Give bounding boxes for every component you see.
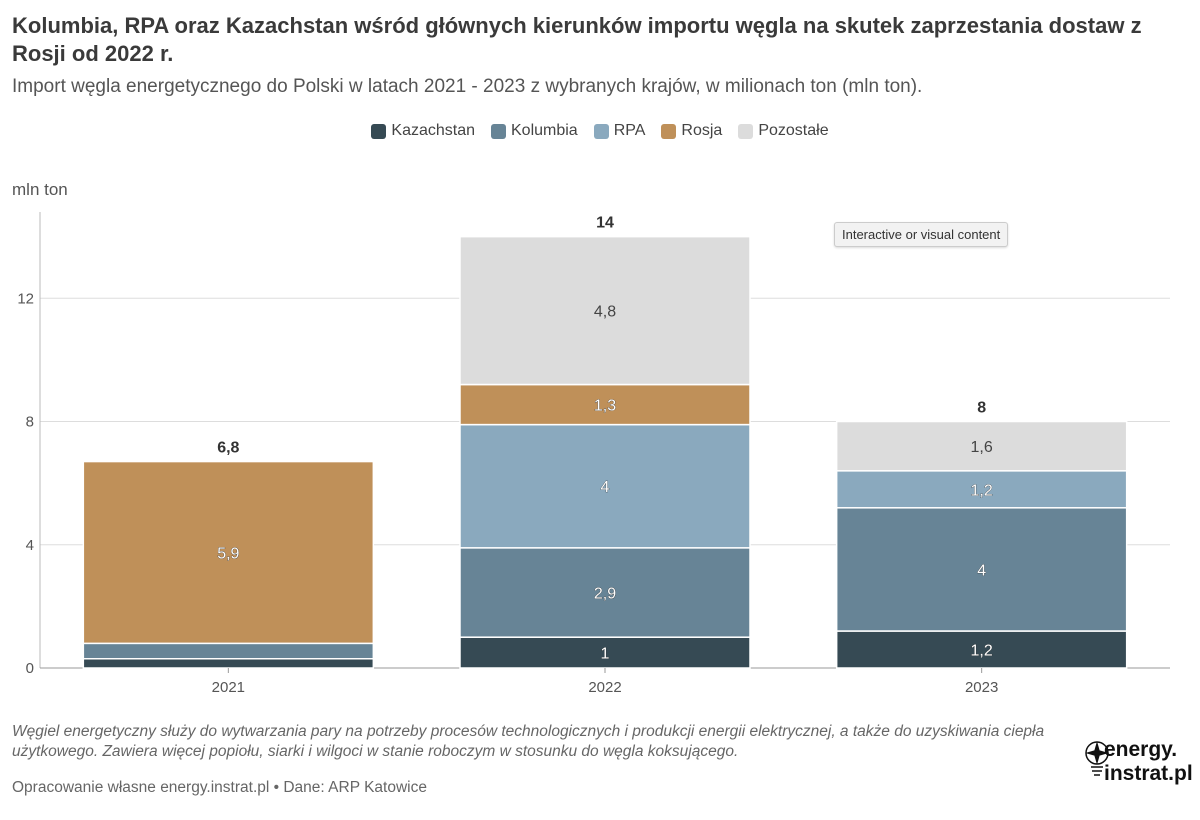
legend-item-rpa[interactable]: RPA — [593, 122, 646, 140]
total-label: 8 — [977, 400, 986, 417]
legend-item-kolumbia[interactable]: Kolumbia — [491, 122, 578, 140]
legend-swatch — [593, 123, 609, 139]
data-label: 1,6 — [971, 439, 993, 456]
data-label: 1 — [601, 646, 610, 663]
legend-item-rosja[interactable]: Rosja — [661, 122, 722, 140]
logo-text: energy. instrat.pl — [1104, 738, 1193, 786]
x-tick-label: 2023 — [965, 679, 998, 696]
data-label: 2,9 — [594, 586, 616, 603]
interactive-content-tooltip: Interactive or visual content — [834, 222, 1009, 247]
logo-line-1: energy. — [1104, 738, 1178, 761]
data-label: 1,2 — [971, 643, 993, 660]
bar-segment-kazachstan-2023 — [835, 630, 1128, 669]
y-axis-unit-label: mln ton — [12, 180, 68, 199]
bar-segment-kolumbia-2023 — [835, 507, 1128, 632]
bar-segment-kolumbia-2021 — [82, 642, 375, 660]
y-tick-label: 4 — [26, 537, 34, 554]
legend-item-pozostałe[interactable]: Pozostałe — [738, 122, 829, 140]
instrat-logo-icon — [1085, 741, 1109, 776]
x-tick-label: 2021 — [212, 679, 245, 696]
data-label: 5,9 — [217, 545, 239, 562]
chart-svg: 0 4 8 12 5,9 6,8 2021 1 2,9 4 1,3 4,8 14 2022 1,2 4 1,2 1… — [17, 212, 1170, 696]
bar-segment-kazachstan-2022 — [459, 636, 751, 669]
y-tick-label: 12 — [17, 290, 34, 307]
legend-label: Pozostałe — [758, 122, 829, 139]
legend-swatch — [738, 123, 754, 139]
legend-label: Kolumbia — [511, 122, 578, 139]
logo-line-2: instrat.pl — [1104, 762, 1193, 785]
legend-label: Kazachstan — [391, 122, 475, 139]
legend-label: Rosja — [681, 122, 723, 139]
x-tick-label: 2022 — [588, 679, 621, 696]
data-label: 4,8 — [594, 304, 616, 321]
total-label: 14 — [596, 215, 614, 232]
y-tick-label: 0 — [26, 660, 34, 677]
legend-swatch — [491, 123, 506, 139]
data-label: 1,2 — [971, 482, 993, 499]
bar-segment-pozostałe-2023 — [835, 420, 1128, 472]
bar-segment-kazachstan-2021 — [82, 658, 375, 669]
source-credit: Opracowanie własne energy.instrat.pl • D… — [12, 779, 427, 796]
bar-segment-rpa-2023 — [835, 470, 1128, 509]
bar-segment-rpa-2022 — [459, 423, 751, 549]
bar-segment-rosja-2022 — [459, 383, 751, 426]
total-label: 6,8 — [217, 440, 239, 457]
legend-swatch — [371, 123, 387, 139]
legend: Kazachstan Kolumbia RPA Rosja Pozostałe — [0, 122, 1200, 140]
bar-segment-rosja-2021 — [82, 460, 375, 645]
data-label: 1,3 — [594, 398, 616, 415]
y-tick-label: 8 — [26, 414, 34, 431]
bar-segment-pozostałe-2022 — [459, 235, 751, 386]
data-label: 4 — [977, 562, 986, 579]
chart-title: Kolumbia, RPA oraz Kazachstan wśród głów… — [12, 13, 1142, 66]
data-label: 4 — [601, 479, 610, 496]
legend-label: RPA — [613, 122, 646, 139]
legend-item-kazachstan[interactable]: Kazachstan — [371, 122, 475, 140]
footnote: Węgiel energetyczny służy do wytwarzania… — [12, 723, 1045, 760]
chart-subtitle: Import węgla energetycznego do Polski w … — [12, 76, 923, 97]
bar-segment-kolumbia-2022 — [459, 547, 751, 638]
legend-swatch — [661, 123, 677, 139]
